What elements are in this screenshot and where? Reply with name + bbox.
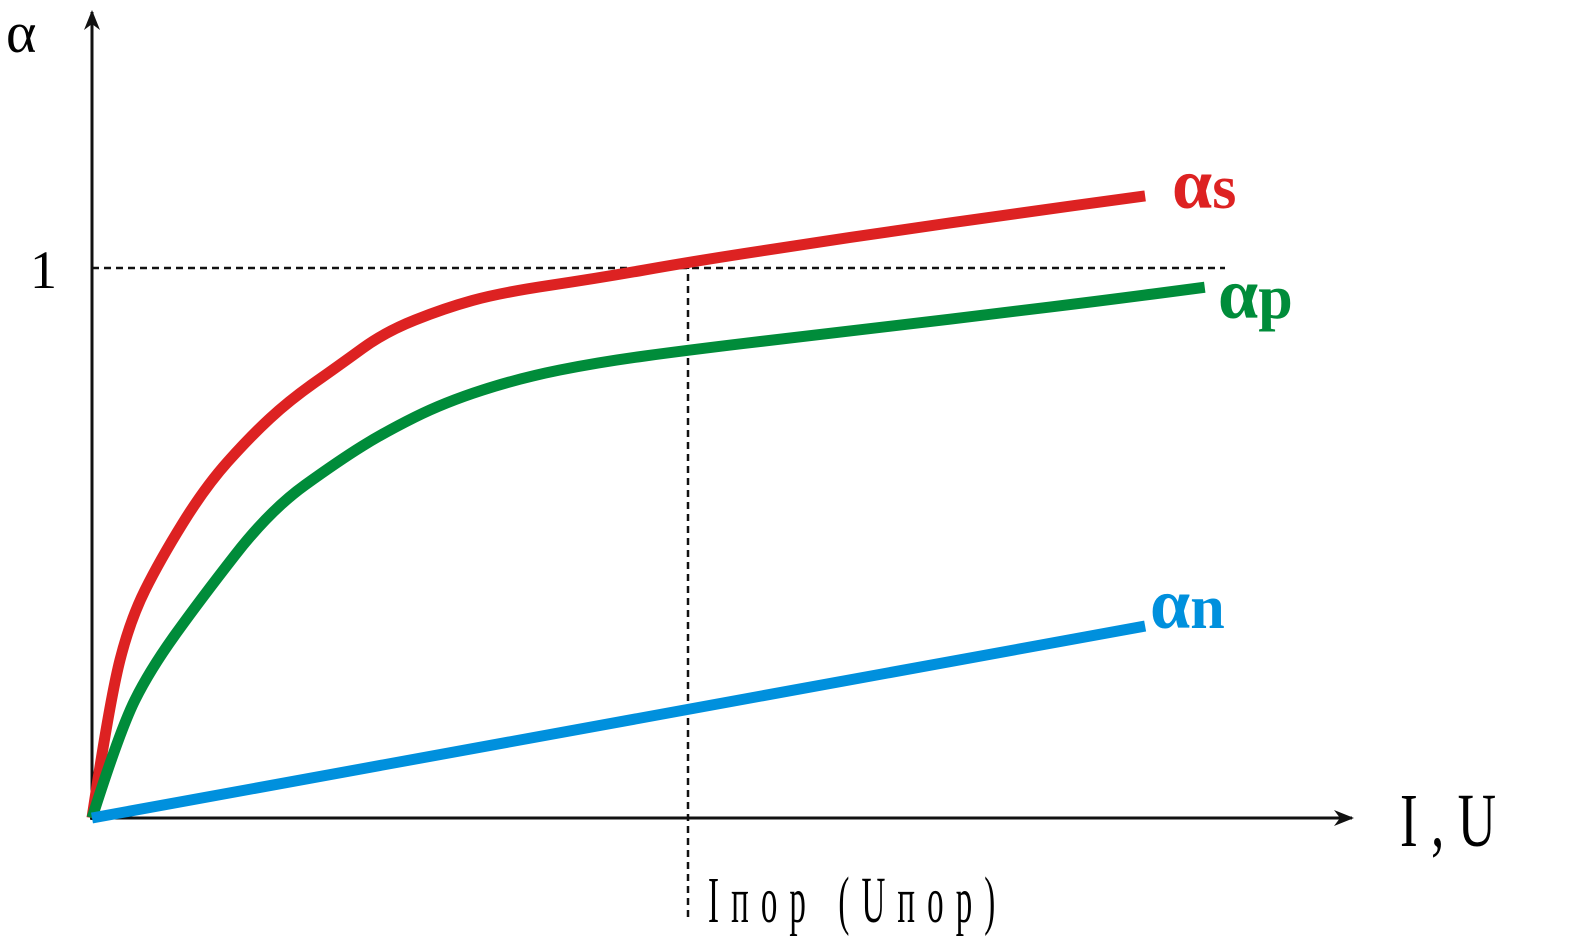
y-tick-label: 1 (30, 240, 57, 300)
series-label-s: αs (1172, 144, 1236, 224)
series-line-p (86, 281, 1206, 820)
series-line-n (91, 620, 1147, 824)
series-line-s (86, 190, 1146, 819)
threshold-label: Iпор (Uпор) (708, 865, 1007, 937)
series-label-p: αp (1218, 254, 1293, 334)
series-label-n: αn (1150, 564, 1225, 644)
x-axis-label: I , U (1400, 780, 1496, 863)
y-axis-label: α (6, 0, 36, 65)
